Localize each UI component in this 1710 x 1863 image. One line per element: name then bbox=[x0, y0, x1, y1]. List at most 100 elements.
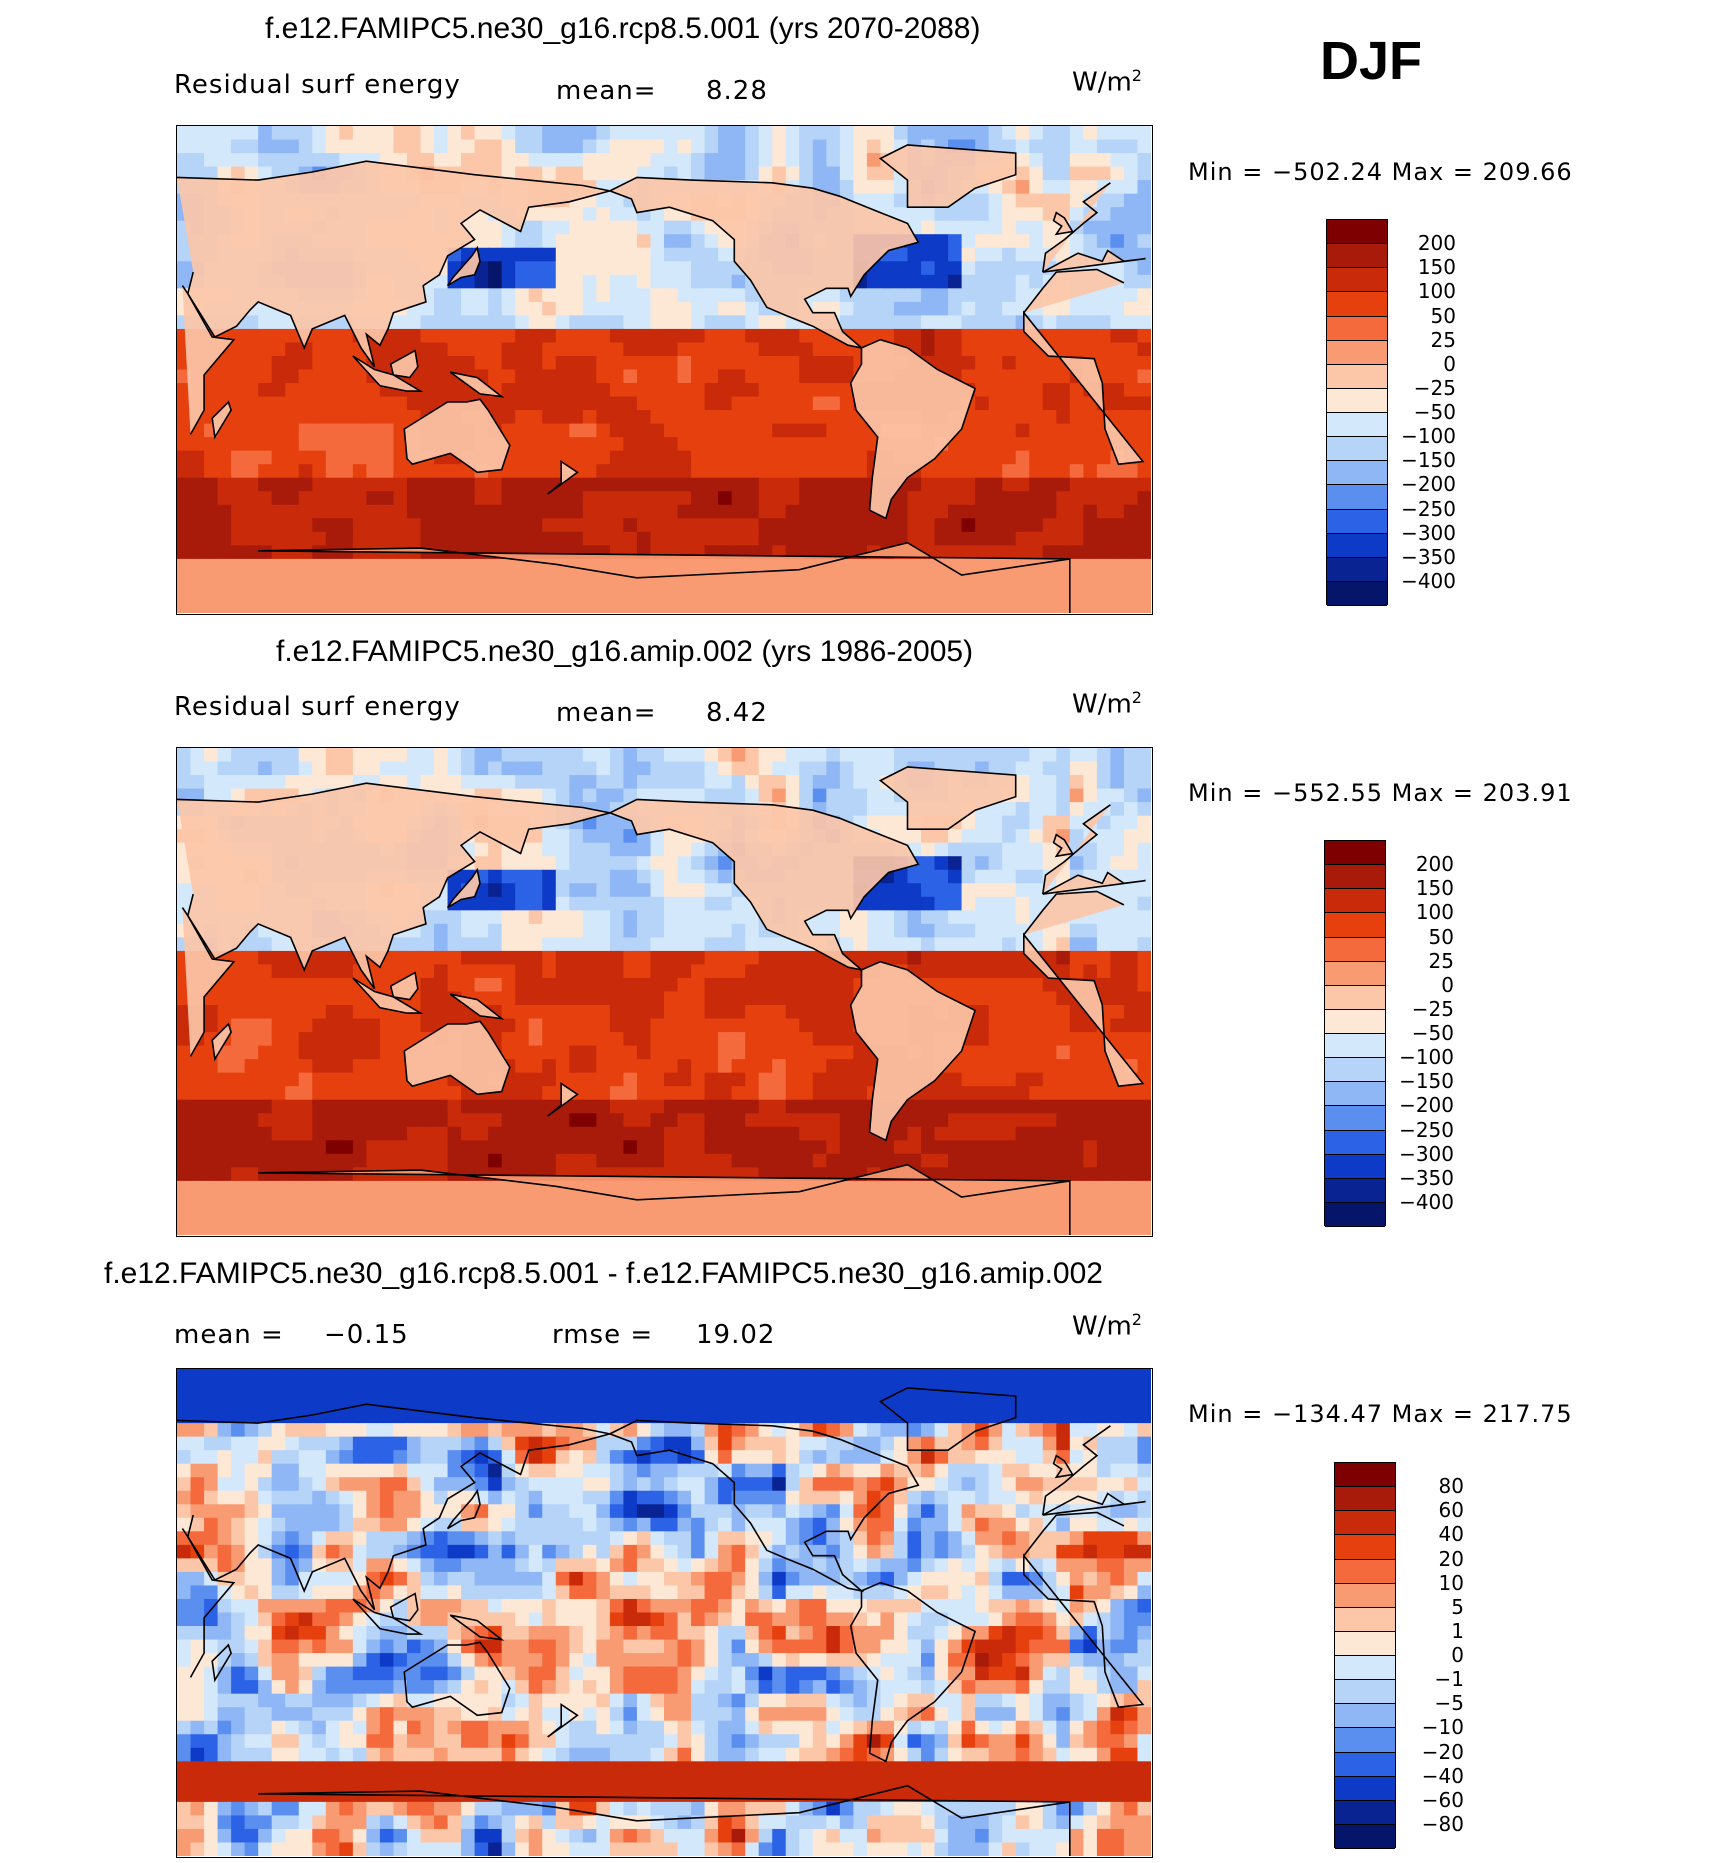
field-cell bbox=[961, 261, 976, 276]
field-cell bbox=[1123, 315, 1139, 330]
field-cell bbox=[1110, 1032, 1125, 1047]
field-cell bbox=[244, 410, 259, 425]
field-cell bbox=[961, 234, 976, 249]
field-cell bbox=[393, 328, 408, 344]
field-cell bbox=[664, 585, 679, 601]
field-cell bbox=[461, 355, 476, 371]
field-cell bbox=[1002, 369, 1017, 384]
field-cell bbox=[691, 139, 706, 154]
field-cell bbox=[1123, 180, 1139, 195]
field-cell bbox=[582, 464, 597, 479]
field-cell bbox=[1002, 220, 1017, 235]
field-cell bbox=[1096, 1099, 1112, 1114]
field-cell bbox=[636, 775, 652, 790]
field-cell bbox=[718, 1126, 733, 1141]
field-cell bbox=[474, 477, 489, 492]
field-cell bbox=[379, 531, 395, 546]
field-cell bbox=[555, 383, 570, 398]
field-cell bbox=[975, 531, 990, 546]
field-cell bbox=[461, 274, 476, 289]
field-cell bbox=[596, 410, 611, 425]
field-cell bbox=[785, 964, 800, 979]
field-cell bbox=[961, 504, 976, 519]
field-cell bbox=[1123, 748, 1139, 763]
field-cell bbox=[1096, 856, 1112, 871]
field-cell bbox=[258, 545, 273, 560]
field-cell bbox=[190, 1113, 205, 1128]
field-cell bbox=[1110, 369, 1125, 384]
field-cell bbox=[1096, 558, 1112, 574]
field-cell bbox=[596, 396, 611, 411]
field-cell bbox=[1056, 775, 1071, 790]
field-cell bbox=[488, 1018, 503, 1033]
field-cell bbox=[636, 437, 652, 452]
field-cell bbox=[569, 518, 584, 533]
field-cell bbox=[839, 504, 854, 519]
field-cell bbox=[569, 261, 584, 276]
field-cell bbox=[636, 396, 652, 411]
field-cell bbox=[907, 869, 922, 884]
field-cell bbox=[609, 247, 625, 262]
field-cell bbox=[312, 477, 327, 492]
field-cell bbox=[975, 977, 990, 993]
field-cell bbox=[1042, 504, 1057, 519]
field-cell bbox=[609, 883, 625, 898]
field-cell bbox=[1015, 423, 1030, 438]
field-cell bbox=[880, 815, 895, 830]
field-cell bbox=[731, 396, 746, 411]
field-cell bbox=[866, 153, 882, 168]
field-cell bbox=[528, 572, 543, 587]
field-cell bbox=[1123, 410, 1139, 425]
field-cell bbox=[609, 207, 625, 222]
field-cell bbox=[474, 220, 489, 235]
field-cell bbox=[596, 1113, 611, 1128]
field-cell bbox=[177, 1059, 192, 1074]
field-cell bbox=[772, 1126, 787, 1141]
field-cell bbox=[231, 491, 246, 506]
field-cell bbox=[1029, 1113, 1044, 1128]
field-cell bbox=[231, 585, 246, 601]
field-cell bbox=[177, 775, 192, 790]
field-cell bbox=[325, 1059, 340, 1074]
field-cell bbox=[745, 518, 760, 533]
field-cell bbox=[948, 842, 963, 857]
field-cell bbox=[379, 558, 395, 574]
field-cell bbox=[1015, 815, 1030, 830]
field-cell bbox=[677, 220, 692, 235]
field-cell bbox=[677, 369, 692, 384]
field-cell bbox=[704, 991, 719, 1006]
field-cell bbox=[1056, 788, 1071, 803]
field-cell bbox=[298, 1032, 313, 1047]
field-cell bbox=[379, 491, 395, 506]
field-cell bbox=[623, 410, 638, 425]
field-cell bbox=[258, 491, 273, 506]
field-cell bbox=[907, 937, 922, 952]
field-cell bbox=[636, 896, 652, 911]
field-cell bbox=[961, 1153, 976, 1168]
field-cell bbox=[582, 301, 597, 316]
field-cell bbox=[1029, 410, 1044, 425]
field-cell bbox=[474, 342, 489, 357]
field-cell bbox=[664, 139, 679, 154]
field-cell bbox=[1110, 558, 1125, 574]
field-cell bbox=[555, 788, 570, 803]
field-cell bbox=[177, 1032, 192, 1047]
season-label: DJF bbox=[1320, 31, 1423, 91]
field-cell bbox=[488, 599, 503, 613]
field-cell bbox=[839, 1140, 854, 1155]
field-cell bbox=[1123, 599, 1139, 613]
field-cell bbox=[406, 1086, 422, 1101]
field-cell bbox=[1096, 829, 1112, 844]
field-cell bbox=[880, 558, 895, 574]
field-cell bbox=[542, 274, 557, 289]
field-cell bbox=[1029, 869, 1044, 884]
field-cell bbox=[609, 139, 625, 154]
field-cell bbox=[975, 748, 990, 763]
field-cell bbox=[636, 842, 652, 857]
field-cell bbox=[691, 775, 706, 790]
field-cell bbox=[596, 342, 611, 357]
field-cell bbox=[718, 342, 733, 357]
field-cell bbox=[880, 896, 895, 911]
field-cell bbox=[866, 775, 882, 790]
field-cell bbox=[515, 558, 530, 574]
